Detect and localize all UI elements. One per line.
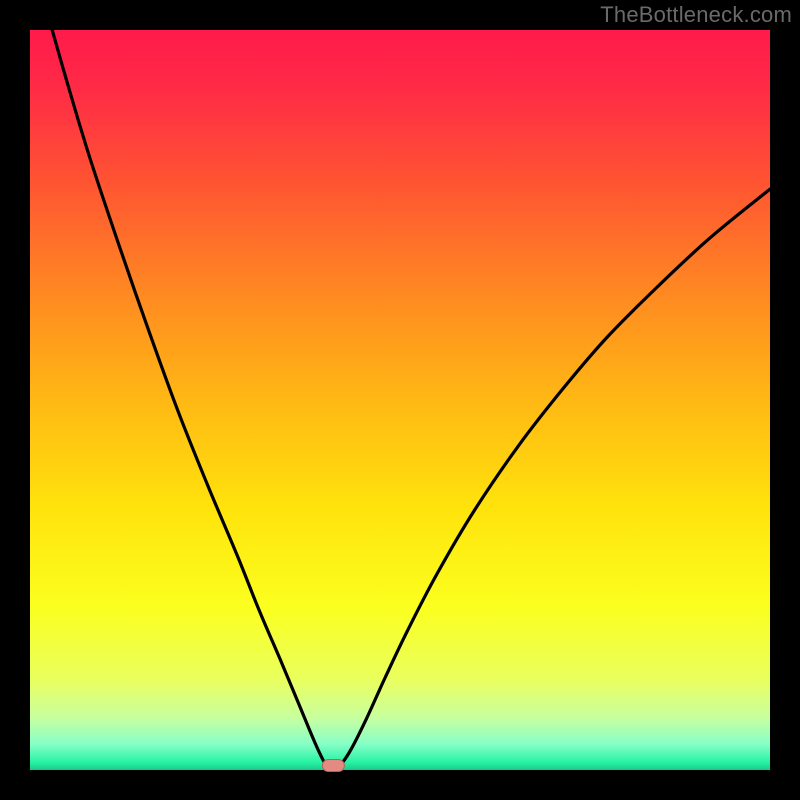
chart-container: TheBottleneck.com [0,0,800,800]
watermark-text: TheBottleneck.com [600,2,792,28]
plot-background [30,30,770,770]
optimum-marker [322,760,344,772]
bottleneck-chart [0,0,800,800]
